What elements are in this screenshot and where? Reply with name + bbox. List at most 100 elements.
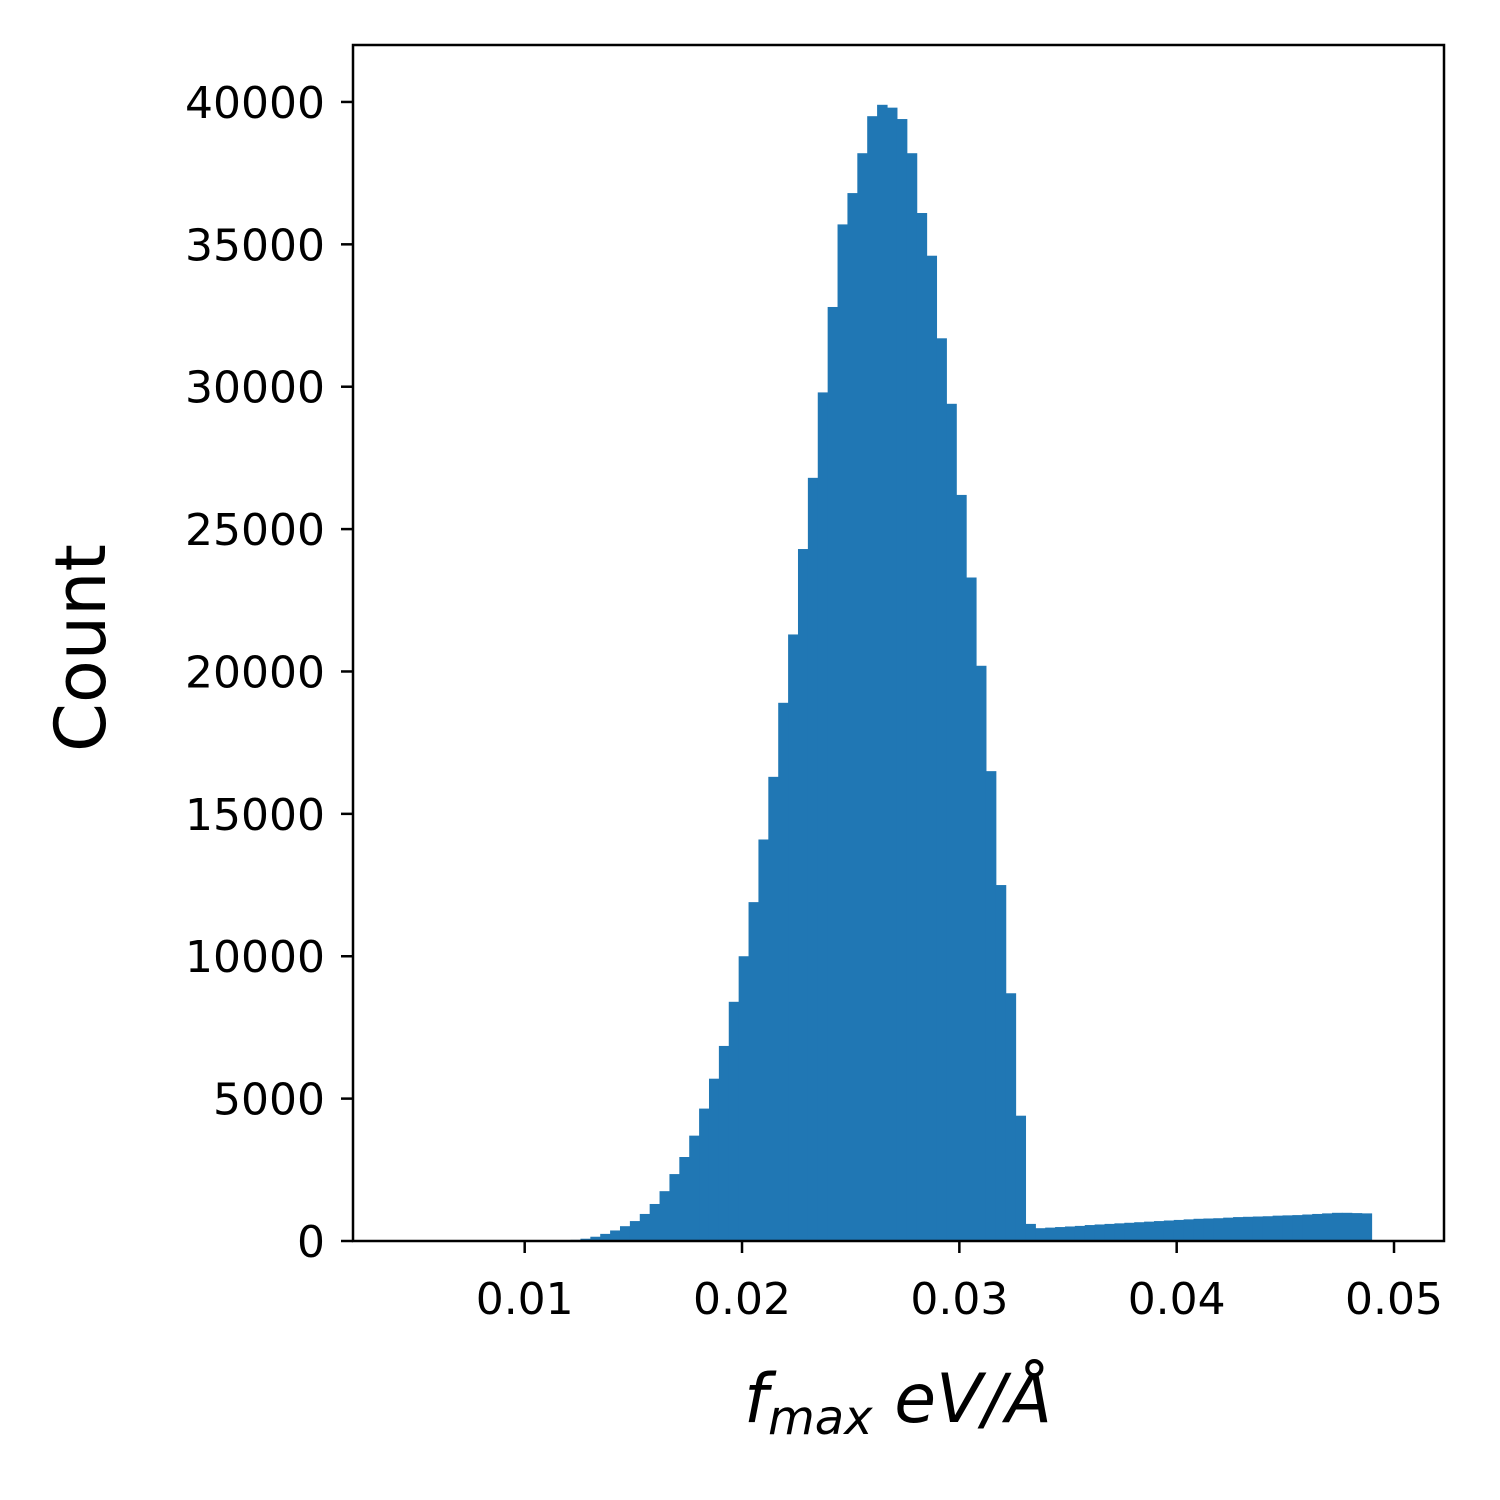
histogram-bar: [1223, 1217, 1234, 1241]
histogram-bar: [1341, 1212, 1353, 1241]
histogram-bar: [1272, 1215, 1284, 1241]
histogram-bar: [778, 702, 789, 1241]
histogram-bar: [1025, 1223, 1036, 1241]
y-tick-label: 25000: [185, 505, 325, 556]
histogram-bar: [867, 116, 878, 1242]
plot-frame: [351, 43, 1446, 1243]
histogram-bar: [1015, 1115, 1027, 1241]
histogram-bar: [590, 1236, 601, 1241]
x-axis-title-unit: eV/Å: [894, 1358, 1052, 1439]
histogram-bar: [1203, 1218, 1214, 1241]
histogram-bar: [975, 665, 987, 1241]
histogram-bar: [649, 1203, 661, 1241]
histogram-bar: [1351, 1213, 1363, 1241]
histogram-bar: [966, 577, 977, 1241]
y-tick-label: 10000: [185, 932, 325, 983]
histogram-bar: [1233, 1217, 1244, 1241]
x-tick-label: 0.04: [1128, 1274, 1226, 1325]
histogram-bar: [1094, 1224, 1106, 1241]
histogram-bar: [1331, 1212, 1343, 1241]
histogram-bar: [738, 956, 750, 1241]
histogram-bar: [797, 549, 809, 1241]
histogram-bar: [1124, 1222, 1135, 1241]
histogram-bar: [1252, 1216, 1264, 1241]
histogram-bar: [1312, 1213, 1323, 1241]
y-axis-title: Count: [40, 544, 122, 752]
histogram-bar: [1292, 1215, 1303, 1241]
histogram-bar: [1045, 1227, 1056, 1241]
x-tick-label: 0.01: [476, 1274, 574, 1325]
histogram-bar: [827, 306, 839, 1242]
histogram-bar: [699, 1108, 710, 1241]
histogram-bar: [669, 1174, 680, 1241]
histogram-bar: [1193, 1218, 1205, 1241]
y-tick-label: 5000: [213, 1075, 325, 1126]
histogram-bar: [877, 104, 888, 1241]
histogram-bar: [926, 255, 938, 1242]
histogram-bar: [896, 119, 908, 1241]
histogram-bar: [679, 1157, 690, 1241]
x-tick-label: 0.02: [693, 1274, 791, 1325]
histogram-bar: [817, 392, 829, 1241]
histogram-bar: [807, 477, 819, 1242]
histogram-bar: [619, 1226, 631, 1241]
histogram-bar: [659, 1191, 671, 1241]
histogram-bar: [629, 1221, 641, 1241]
y-tick-label: 30000: [185, 363, 325, 414]
histogram-bar: [837, 224, 849, 1241]
histogram-bar: [1144, 1221, 1155, 1241]
histogram-bar: [1005, 993, 1017, 1241]
y-tick-label: 0: [297, 1217, 325, 1268]
histogram-bar: [1064, 1226, 1076, 1241]
histogram-bar: [946, 403, 957, 1241]
histogram-bar: [758, 839, 769, 1241]
y-tick-label: 35000: [185, 220, 325, 271]
histogram-bar: [708, 1078, 720, 1241]
histogram-bar: [906, 153, 918, 1242]
histogram-bar: [1035, 1228, 1046, 1241]
histogram-bar: [1114, 1223, 1125, 1241]
x-axis-ticks: 0.01 0.02 0.03 0.04 0.05: [476, 1241, 1443, 1325]
histogram-bar: [1361, 1213, 1373, 1241]
x-axis-title-subscript: max: [768, 1390, 873, 1446]
histogram-bar: [916, 213, 928, 1241]
histogram-bars: [550, 104, 1373, 1242]
histogram-bar: [936, 338, 947, 1241]
histogram-bar: [768, 776, 779, 1241]
x-tick-label: 0.05: [1345, 1274, 1443, 1325]
histogram-bar: [600, 1233, 611, 1241]
histogram-bar: [728, 1001, 740, 1241]
x-axis-title: fmax eV/Å: [744, 1358, 1052, 1446]
histogram-bar: [886, 107, 898, 1241]
y-tick-label: 15000: [185, 790, 325, 841]
histogram-bar: [1163, 1220, 1175, 1241]
histogram-bar: [1183, 1219, 1195, 1241]
histogram-bar: [1213, 1218, 1224, 1241]
histogram-bar: [847, 193, 858, 1242]
histogram-bar: [1153, 1221, 1165, 1241]
histogram-bar: [956, 494, 967, 1241]
histogram-bar: [788, 634, 799, 1241]
histogram-bar: [1262, 1216, 1274, 1241]
histogram-bar: [1134, 1222, 1145, 1241]
histogram-bar: [689, 1135, 700, 1241]
histogram-bar: [1302, 1214, 1313, 1241]
y-tick-label: 40000: [185, 78, 325, 129]
histogram-bar: [1242, 1216, 1254, 1241]
histogram-bar: [995, 885, 1007, 1241]
y-axis-ticks: 0 5000 10000 15000 20000 25000 30000 35000 40000: [185, 78, 353, 1268]
histogram-bar: [1084, 1225, 1096, 1241]
x-tick-label: 0.03: [910, 1274, 1008, 1325]
histogram-bar: [1282, 1215, 1294, 1241]
histogram-bar: [857, 153, 868, 1242]
histogram-bar: [639, 1213, 651, 1241]
histogram-bar: [1074, 1225, 1086, 1241]
histogram-bar: [1055, 1227, 1066, 1241]
histogram-bar: [718, 1045, 730, 1241]
histogram-bar: [610, 1230, 621, 1241]
histogram-bar: [1104, 1223, 1116, 1241]
histogram-bar: [1173, 1219, 1185, 1241]
histogram-bar: [1322, 1213, 1333, 1241]
histogram-bar: [748, 902, 760, 1241]
